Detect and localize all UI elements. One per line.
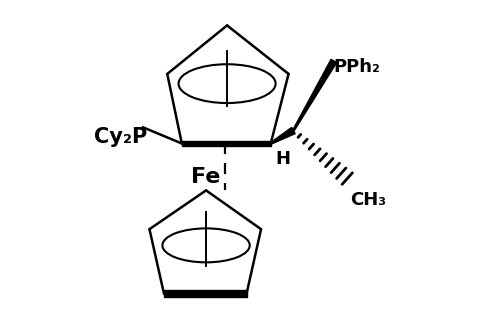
Text: CH₃: CH₃ bbox=[350, 191, 386, 209]
Text: H: H bbox=[275, 150, 290, 168]
Text: Fe: Fe bbox=[191, 167, 221, 187]
Text: Cy₂P: Cy₂P bbox=[95, 127, 148, 147]
Polygon shape bbox=[164, 290, 246, 297]
Polygon shape bbox=[270, 127, 295, 144]
Polygon shape bbox=[182, 140, 271, 146]
Text: PPh₂: PPh₂ bbox=[334, 59, 381, 76]
Polygon shape bbox=[293, 59, 337, 131]
